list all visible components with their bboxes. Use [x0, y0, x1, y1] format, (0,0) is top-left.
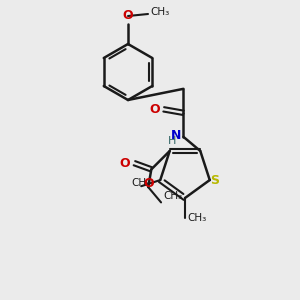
Text: O: O [120, 157, 130, 170]
Text: H: H [168, 136, 177, 146]
Text: CH₃: CH₃ [132, 178, 151, 188]
Text: N: N [171, 129, 181, 142]
Text: CH₃: CH₃ [163, 191, 182, 201]
Text: CH₃: CH₃ [150, 7, 169, 17]
Text: S: S [210, 173, 219, 187]
Text: O: O [143, 177, 154, 190]
Text: CH₃: CH₃ [187, 213, 206, 223]
Text: O: O [149, 103, 160, 116]
Text: O: O [123, 9, 133, 22]
